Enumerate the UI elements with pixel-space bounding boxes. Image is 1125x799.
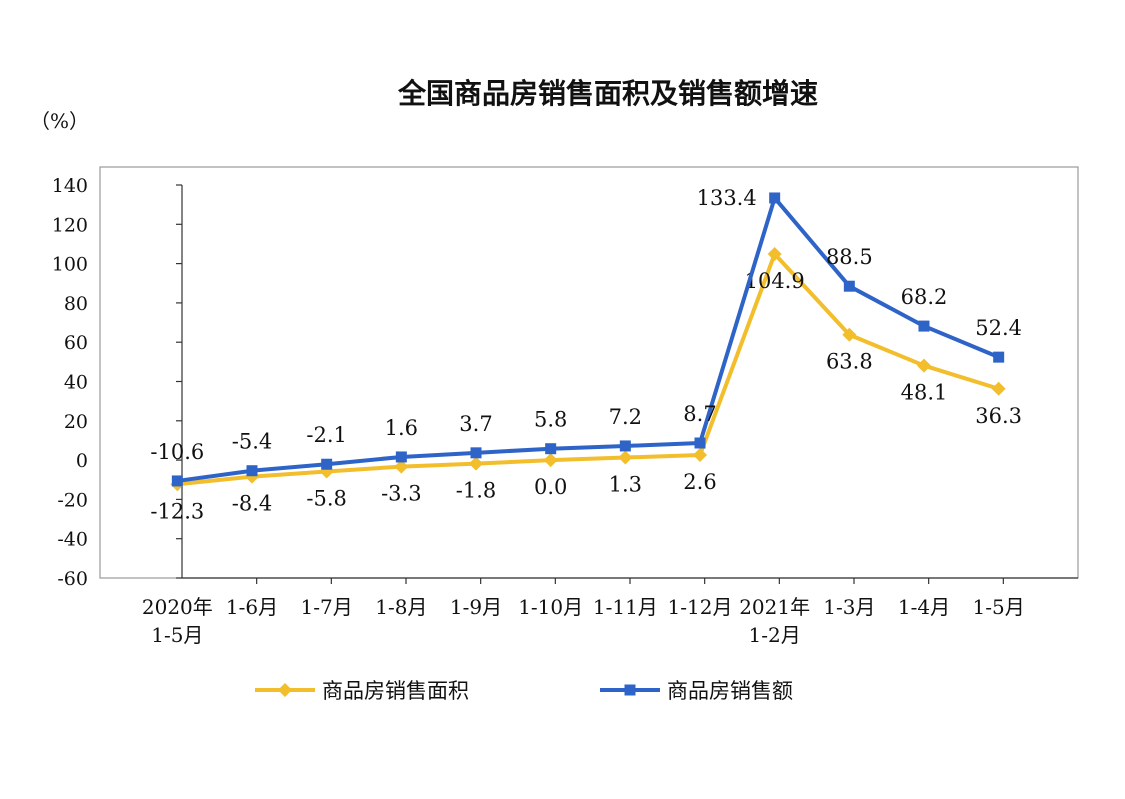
series-2: -10.6 -5.4 -2.1 1.6 3.7 5.8 7.2 8.7 133.4 88.5 68.… <box>150 186 1022 487</box>
series-line <box>177 251 1000 487</box>
y-tick-label: 60 <box>64 332 88 354</box>
data-point-marker <box>694 437 706 449</box>
x-tick-label: 1-12月 <box>668 595 733 619</box>
data-label: 7.2 <box>609 405 642 429</box>
y-tick-label: 40 <box>64 372 88 394</box>
y-tick-label: 80 <box>64 293 88 315</box>
data-point-marker <box>842 327 857 342</box>
y-tick-label: 120 <box>52 214 88 236</box>
data-label: -2.1 <box>306 423 347 447</box>
data-label: -12.3 <box>150 499 204 523</box>
data-point-marker <box>543 453 558 468</box>
y-axis: 140 120 100 80 60 40 20 0 -20 -40 -60 <box>52 175 183 590</box>
data-point-marker <box>321 458 333 470</box>
data-point-marker <box>693 447 707 462</box>
series-1: -12.3 -8.4 -5.8 -3.3 -1.8 0.0 1.3 2.6 104.9 63.8 4… <box>150 246 1022 523</box>
data-point-marker <box>991 381 1006 396</box>
data-point-marker <box>918 320 930 332</box>
chart-title: 全国商品房销售面积及销售额增速 <box>397 77 818 110</box>
data-label: 1.6 <box>385 416 418 440</box>
data-point-marker <box>618 450 633 465</box>
data-label: 88.5 <box>826 245 873 269</box>
x-axis: 2020年 1-5月 1-6月 1-7月 1-8月 1-9月 1-10月 1-11月 1-12月… <box>142 577 1078 647</box>
legend-label: 商品房销售面积 <box>322 679 469 703</box>
data-point-marker <box>395 451 407 463</box>
data-point-marker <box>843 280 855 292</box>
y-tick-label: -20 <box>57 489 88 511</box>
data-label: 104.9 <box>745 269 805 293</box>
data-label: 0.0 <box>534 475 567 499</box>
legend-label: 商品房销售额 <box>667 679 793 703</box>
data-point-marker <box>246 465 258 477</box>
x-tick-label: 1-5月 <box>973 595 1025 619</box>
data-point-marker <box>917 358 931 373</box>
data-point-marker <box>394 459 409 474</box>
x-tick-label: 2020年 <box>142 595 213 619</box>
x-tick-label: 1-9月 <box>450 595 502 619</box>
x-tick-label: 1-2月 <box>749 623 801 647</box>
y-tick-label: 140 <box>52 175 88 197</box>
y-tick-label: -60 <box>57 568 88 590</box>
data-point-marker <box>619 440 631 452</box>
data-label: 52.4 <box>975 316 1022 340</box>
data-label: 5.8 <box>534 408 567 432</box>
y-tick-label: 100 <box>52 254 88 276</box>
x-tick-label: 1-8月 <box>375 595 427 619</box>
series-layer: -12.3 -8.4 -5.8 -3.3 -1.8 0.0 1.3 2.6 104.9 63.8 4… <box>150 186 1022 523</box>
data-point-marker <box>171 475 183 487</box>
data-label: -8.4 <box>232 492 273 516</box>
data-label: -1.8 <box>456 479 497 503</box>
x-tick-label: 1-10月 <box>518 595 583 619</box>
legend-marker <box>278 683 292 697</box>
x-tick-label: 1-4月 <box>898 595 950 619</box>
data-label: -5.4 <box>232 430 273 454</box>
data-label: 3.7 <box>459 412 492 436</box>
data-label: 68.2 <box>901 285 948 309</box>
data-point-marker <box>545 443 557 455</box>
data-label: -10.6 <box>150 440 204 464</box>
x-tick-label: 1-6月 <box>226 595 278 619</box>
legend-marker <box>624 684 636 696</box>
data-point-marker <box>469 456 483 471</box>
legend-item-2: 商品房销售额 <box>600 679 793 703</box>
data-label: 36.3 <box>975 404 1022 428</box>
plot-frame <box>99 166 1079 579</box>
data-point-marker <box>470 447 482 459</box>
data-point-marker <box>993 351 1005 363</box>
x-tick-label: 2021年 <box>739 595 810 619</box>
data-label: 2.6 <box>683 470 716 494</box>
series-line <box>177 195 1000 483</box>
y-axis-unit-label: （%） <box>30 109 89 133</box>
legend: 商品房销售面积 商品房销售额 <box>255 679 793 703</box>
x-tick-label: 1-7月 <box>301 595 353 619</box>
data-label: 1.3 <box>609 473 642 497</box>
data-label: 48.1 <box>901 381 948 405</box>
y-tick-label: 20 <box>64 411 88 433</box>
data-label: 8.7 <box>683 402 716 426</box>
x-tick-label: 1-11月 <box>593 595 658 619</box>
data-point-marker <box>767 246 782 261</box>
x-tick-label: 1-5月 <box>151 623 203 647</box>
legend-item-1: 商品房销售面积 <box>255 679 469 703</box>
data-point-marker <box>769 192 781 204</box>
data-label: 63.8 <box>826 350 873 374</box>
data-label: -3.3 <box>381 482 422 506</box>
y-tick-label: -40 <box>57 529 88 551</box>
data-label: -5.8 <box>306 486 347 510</box>
y-tick-label: 0 <box>76 450 88 472</box>
x-tick-label: 1-3月 <box>823 595 875 619</box>
data-label: 133.4 <box>697 186 757 210</box>
